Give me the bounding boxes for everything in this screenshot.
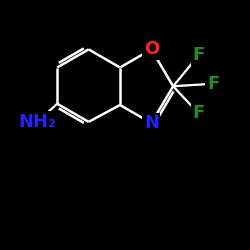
Text: F: F (207, 75, 219, 93)
Text: N: N (144, 114, 159, 132)
Text: O: O (144, 40, 159, 58)
Text: NH₂: NH₂ (18, 113, 56, 131)
Text: F: F (192, 46, 205, 64)
Text: F: F (192, 104, 205, 122)
